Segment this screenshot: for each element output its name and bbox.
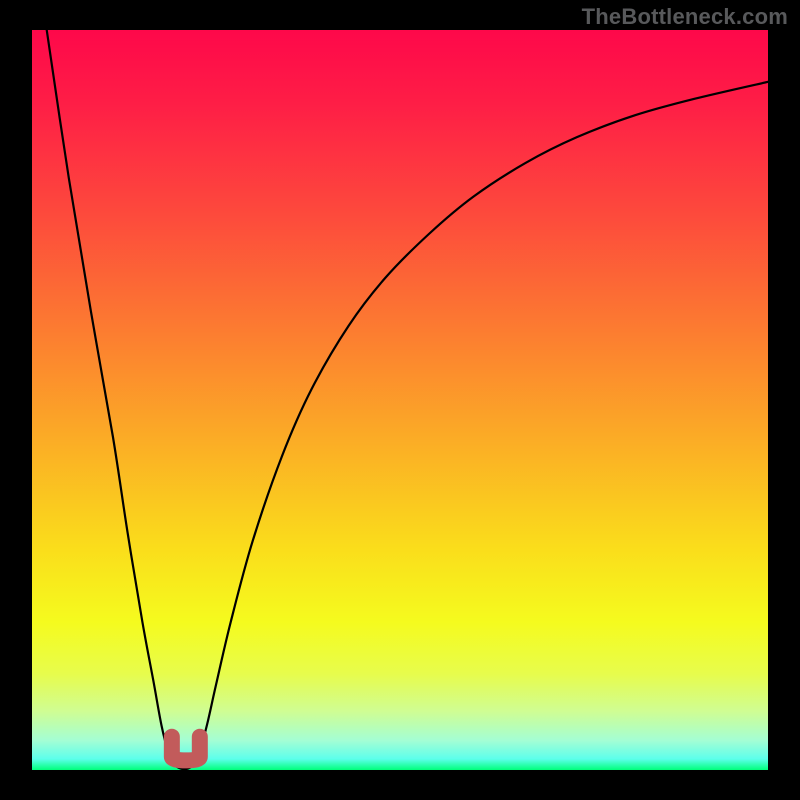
bottleneck-chart [0, 0, 800, 800]
plot-background [32, 30, 768, 770]
chart-stage: TheBottleneck.com [0, 0, 800, 800]
watermark-text: TheBottleneck.com [582, 4, 788, 30]
